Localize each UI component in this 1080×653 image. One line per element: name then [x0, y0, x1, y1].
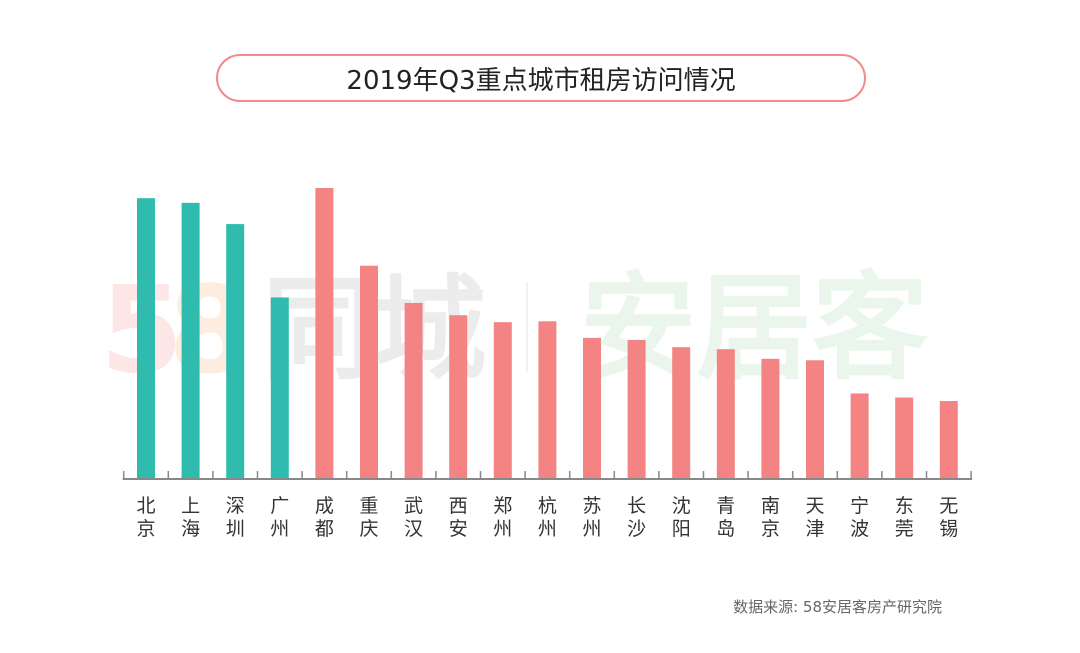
x-tick-label-东莞-1: 莞	[895, 518, 914, 540]
x-tick-label-重庆-0: 重	[359, 495, 378, 517]
x-tick-label-杭州-0: 杭	[538, 495, 557, 517]
x-tick-label-宁波-0: 宁	[850, 495, 869, 517]
bar-武汉	[404, 302, 423, 479]
x-tick-label-南京-0: 南	[761, 495, 780, 517]
bar-青岛	[716, 349, 735, 479]
bars	[137, 188, 958, 479]
bar-重庆	[360, 265, 378, 479]
x-tick-label-南京-1: 京	[761, 518, 780, 540]
x-tick-label-西安-0: 西	[449, 495, 468, 517]
bar-深圳	[226, 224, 245, 479]
x-tick-label-上海-0: 上	[181, 495, 200, 517]
x-tick-label-广州-1: 州	[270, 518, 289, 540]
x-tick-label-郑州-0: 郑	[493, 495, 512, 517]
x-tick-label-东莞-0: 东	[895, 495, 914, 517]
bar-沈阳	[672, 347, 691, 479]
bar-成都	[315, 188, 334, 479]
bar-苏州	[583, 337, 601, 479]
bar-天津	[806, 360, 824, 479]
x-tick-label-无锡-0: 无	[939, 495, 958, 517]
bar-西安	[449, 315, 468, 479]
watermark: 5 8 同城 安居客	[100, 261, 928, 401]
x-tick-label-郑州-1: 州	[493, 518, 512, 540]
x-tick-label-沈阳-1: 阳	[672, 518, 691, 540]
chart-title: 2019年Q3重点城市租房访问情况	[216, 54, 866, 102]
x-tick-label-宁波-1: 波	[850, 518, 869, 540]
bar-无锡	[939, 401, 958, 479]
bar-北京	[137, 198, 155, 479]
x-tick-label-深圳-0: 深	[226, 495, 245, 517]
x-tick-label-成都-0: 成	[315, 495, 334, 517]
x-tick-label-北京-0: 北	[136, 495, 155, 517]
x-tick-label-无锡-1: 锡	[939, 518, 958, 540]
x-tick-label-沈阳-0: 沈	[672, 495, 691, 517]
x-tick-label-天津-0: 天	[805, 495, 824, 517]
x-tick-label-青岛-1: 岛	[716, 518, 735, 540]
bar-杭州	[538, 321, 557, 479]
x-tick-label-长沙-0: 长	[627, 495, 646, 517]
bar-南京	[761, 358, 780, 479]
bar-宁波	[850, 393, 869, 479]
x-tick-label-青岛-0: 青	[716, 495, 735, 517]
x-tick-label-上海-1: 海	[181, 518, 200, 540]
x-tick-label-成都-1: 都	[315, 518, 334, 540]
x-tick-label-天津-1: 津	[805, 518, 824, 540]
x-tick-label-北京-1: 京	[136, 518, 155, 540]
bar-长沙	[627, 339, 646, 479]
source-note: 数据来源: 58安居客房产研究院	[733, 598, 942, 616]
x-tick-label-武汉-1: 汉	[404, 518, 423, 540]
bar-郑州	[493, 322, 512, 479]
bar-上海	[181, 202, 200, 479]
x-tick-label-长沙-1: 沙	[627, 518, 646, 540]
x-tick-label-杭州-1: 州	[538, 518, 557, 540]
x-axis	[122, 471, 973, 480]
bar-东莞	[895, 397, 914, 479]
x-tick-label-苏州-1: 州	[582, 518, 601, 540]
x-tick-label-重庆-1: 庆	[359, 518, 378, 540]
x-tick-label-广州-0: 广	[270, 495, 289, 517]
bar-广州	[270, 297, 289, 479]
x-tick-label-西安-1: 安	[449, 518, 468, 540]
x-tick-label-苏州-0: 苏	[582, 495, 601, 517]
x-tick-label-深圳-1: 圳	[226, 518, 245, 540]
x-tick-label-武汉-0: 武	[404, 495, 423, 517]
